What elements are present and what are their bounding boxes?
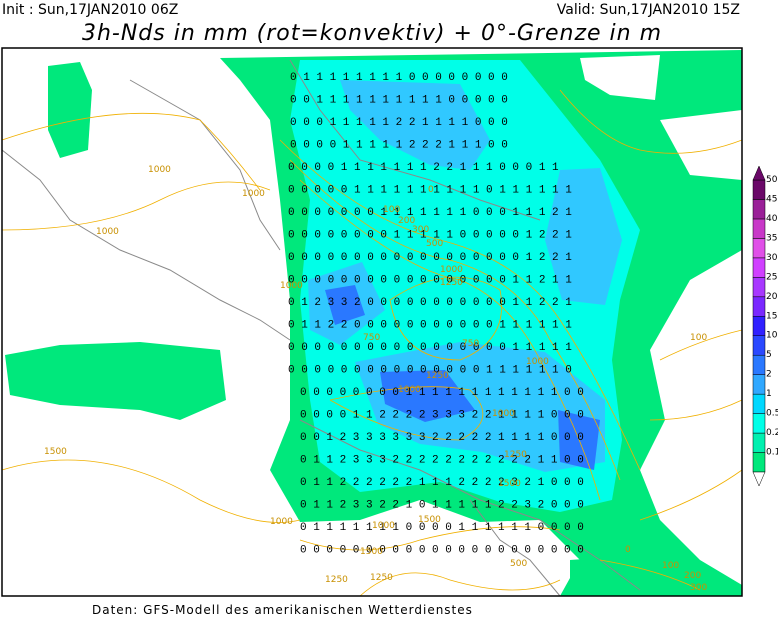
legend-swatch xyxy=(752,257,766,278)
contour-label: 100 xyxy=(662,561,679,571)
legend-label: 0.2 xyxy=(766,428,778,438)
contour-label: 300 xyxy=(412,225,429,235)
legend-label: 5 xyxy=(766,350,772,360)
data-source: Daten: GFS-Modell des amerikanischen Wet… xyxy=(92,603,473,617)
contour-label: 1250 xyxy=(440,278,463,288)
contour-label: 0 xyxy=(625,545,631,555)
contour-label: 1500 xyxy=(360,547,383,557)
legend-label: 25 xyxy=(766,272,777,282)
legend-label: 2 xyxy=(766,370,772,380)
freezing-level-contours xyxy=(1,89,743,597)
precip-row: 0 0 0 0 0 0 0 1 1 1 1 1 1 1 0 0 0 1 1 1 … xyxy=(288,207,572,219)
legend-swatch xyxy=(752,238,766,259)
init-time: Init : Sun,17JAN2010 06Z xyxy=(2,2,178,18)
contour-label: 1000 xyxy=(440,265,463,275)
precip-row: 0 1 1 2 2 0 0 0 0 0 0 0 0 0 0 0 1 1 1 1 … xyxy=(288,320,572,332)
precip-row: 0 0 0 0 0 0 0 0 0 0 0 0 0 0 0 0 0 1 1 2 … xyxy=(288,275,572,287)
legend-swatch xyxy=(752,432,766,453)
contour-label: 1500 xyxy=(44,447,67,457)
contour-label: 100 xyxy=(690,333,707,343)
precip-row: 0 1 1 2 3 3 2 2 1 0 1 1 1 1 1 2 2 3 2 0 … xyxy=(300,500,584,512)
contour-label: 1500 xyxy=(498,479,521,489)
precip-row: 0 0 1 1 1 1 1 1 1 1 1 1 0 0 0 0 0 xyxy=(290,95,508,107)
map: 0 1 1 1 1 1 1 1 1 0 0 0 0 0 0 0 0 0 0 1 1… xyxy=(1,47,743,597)
precip-row: 0 0 0 0 1 1 1 1 1 2 2 2 1 1 1 0 0 xyxy=(290,140,508,152)
contour-label: 1000 xyxy=(526,357,549,367)
precip-row: 0 0 0 0 0 0 0 0 0 0 0 0 0 0 0 0 0 1 1 1 … xyxy=(288,342,572,354)
contour-label: 1250 xyxy=(426,371,449,381)
legend-label: 35 xyxy=(766,233,777,243)
precip-row: 0 0 0 1 1 1 1 1 2 2 1 1 1 1 0 0 0 xyxy=(290,117,508,129)
precip-row: 0 0 0 0 0 0 0 0 0 0 0 0 0 0 0 1 1 1 1 1 … xyxy=(288,365,572,377)
valid-time: Valid: Sun,17JAN2010 15Z xyxy=(557,2,740,18)
legend-label: 40 xyxy=(766,214,778,224)
legend-swatch xyxy=(752,296,766,317)
map-title: 3h-Nds in mm (rot=konvektiv) + 0°-Grenze… xyxy=(82,21,662,46)
precip-2 xyxy=(325,285,600,470)
precip-row: 0 1 1 1 1 1 1 1 1 0 0 0 0 0 0 0 0 xyxy=(290,72,508,84)
precip-row: 0 0 1 2 3 3 3 3 3 3 2 2 2 2 2 1 1 1 1 0 … xyxy=(300,432,584,444)
contour-label: 500 xyxy=(510,559,527,569)
legend-label: 45 xyxy=(766,194,777,204)
legend-swatch xyxy=(752,179,766,200)
legend-label: 15 xyxy=(766,311,777,321)
legend-tip xyxy=(752,165,766,181)
legend-swatch xyxy=(752,277,766,298)
contour-label: 1000 xyxy=(242,189,265,199)
contour-label: 1250 xyxy=(325,575,348,585)
legend-swatch xyxy=(752,218,766,239)
legend-swatch xyxy=(752,374,766,395)
legend-swatch xyxy=(752,452,766,473)
contour-label: 1250 xyxy=(504,450,527,460)
contour-label: 500 xyxy=(426,239,443,249)
precip-row: 0 1 1 2 3 3 3 2 2 2 2 2 2 2 2 2 2 2 1 1 … xyxy=(300,455,584,467)
legend-swatch xyxy=(752,393,766,414)
precip-row: 0 1 2 3 3 2 0 0 0 0 0 0 0 0 0 0 0 1 1 2 … xyxy=(288,297,572,309)
precip-row: 0 0 0 0 1 1 1 1 1 1 1 2 2 1 1 1 0 0 0 1 … xyxy=(288,162,559,174)
precip-row: 0 0 0 0 0 0 0 0 0 0 0 0 0 0 0 0 0 0 1 2 … xyxy=(288,252,572,264)
legend-label: 0.1 xyxy=(766,448,778,458)
legend-tip xyxy=(752,471,766,487)
precip-row: 0 0 0 0 0 0 0 0 1 1 1 1 1 0 0 0 0 0 1 2 … xyxy=(288,230,572,242)
legend-swatch xyxy=(752,199,766,220)
legend-label: 20 xyxy=(766,292,778,302)
legend-label: 50 xyxy=(766,175,778,185)
contour-label: 1000 xyxy=(270,517,293,527)
precip-row: 0 1 1 1 1 1 1 1 0 0 0 0 1 1 1 1 1 1 0 0 … xyxy=(300,522,584,534)
precip-row: 0 0 0 0 0 0 0 0 0 0 0 0 0 0 0 0 0 0 0 0 … xyxy=(300,545,584,557)
contour-label: 1000 xyxy=(280,281,303,291)
precip-1 xyxy=(308,80,622,472)
precip-row: 0 1 1 2 2 2 2 2 2 1 1 1 2 2 2 2 3 2 1 0 … xyxy=(300,477,584,489)
precip-row: 0 0 0 0 0 0 0 0 1 1 1 1 1 1 1 1 1 1 1 1 … xyxy=(300,387,584,399)
contour-label: 1000 xyxy=(148,165,171,175)
legend-swatch xyxy=(752,413,766,434)
contour-label: 1000 xyxy=(372,521,395,531)
legend-label: 10 xyxy=(766,331,778,341)
legend-swatch xyxy=(752,335,766,356)
contour-label: 1500 xyxy=(418,515,441,525)
contour-label: 1000 xyxy=(492,409,515,419)
map-frame xyxy=(1,47,743,597)
precip-values: 0 1 1 1 1 1 1 1 1 0 0 0 0 0 0 0 0 0 0 1 1… xyxy=(288,72,584,557)
precip-row: 0 0 0 0 1 1 2 2 2 2 3 3 3 2 2 1 1 1 1 0 … xyxy=(300,410,584,422)
legend-label: 0.5 xyxy=(766,409,778,419)
contour-label: 200 xyxy=(684,571,701,581)
contour-label: 300 xyxy=(690,583,707,593)
precip-row: 0 0 0 0 0 1 1 1 1 1 1 1 1 1 1 0 1 1 1 1 … xyxy=(288,185,572,197)
legend-swatch xyxy=(752,354,766,375)
legend-label: 30 xyxy=(766,253,778,263)
contour-label: 1000 xyxy=(398,385,421,395)
contour-label: 750 xyxy=(462,339,479,349)
contour-label: 1250 xyxy=(370,573,393,583)
contour-label: 0 xyxy=(428,185,434,195)
contour-label: 100 xyxy=(383,205,400,215)
contour-label: 200 xyxy=(398,216,415,226)
legend-label: 1 xyxy=(766,389,772,399)
contour-labels: 1000100010001000150010020030050001000125… xyxy=(44,165,707,593)
contour-label: 1000 xyxy=(96,227,119,237)
legend-swatch xyxy=(752,316,766,336)
contour-label: 750 xyxy=(363,333,380,343)
